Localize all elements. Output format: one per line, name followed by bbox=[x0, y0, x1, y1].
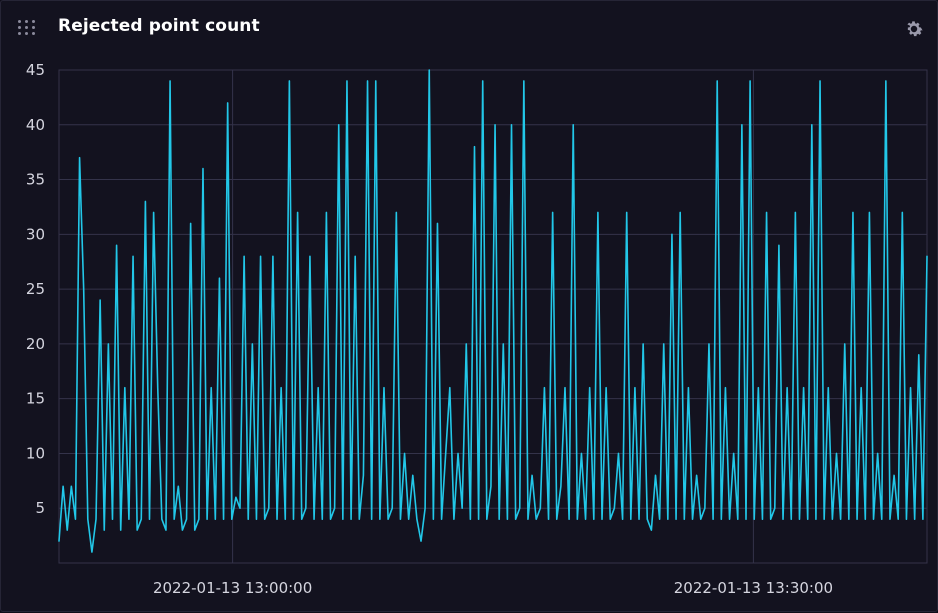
y-tick-label: 15 bbox=[26, 390, 45, 408]
y-tick-label: 45 bbox=[26, 61, 45, 79]
panel-title: Rejected point count bbox=[58, 16, 260, 36]
grip-dots-icon[interactable] bbox=[18, 20, 38, 36]
y-tick-label: 35 bbox=[26, 171, 45, 189]
x-tick-label: 2022-01-13 13:00:00 bbox=[153, 579, 312, 597]
y-tick-label: 20 bbox=[26, 335, 45, 353]
panel-header: Rejected point count bbox=[1, 1, 938, 57]
y-tick-label: 5 bbox=[35, 499, 45, 517]
y-tick-label: 10 bbox=[26, 444, 45, 462]
y-tick-label: 25 bbox=[26, 280, 45, 298]
gear-icon[interactable] bbox=[903, 18, 925, 40]
x-tick-label: 2022-01-13 13:30:00 bbox=[674, 579, 833, 597]
y-tick-label: 40 bbox=[26, 116, 45, 134]
series-line bbox=[58, 69, 928, 553]
y-tick-label: 30 bbox=[26, 225, 45, 243]
